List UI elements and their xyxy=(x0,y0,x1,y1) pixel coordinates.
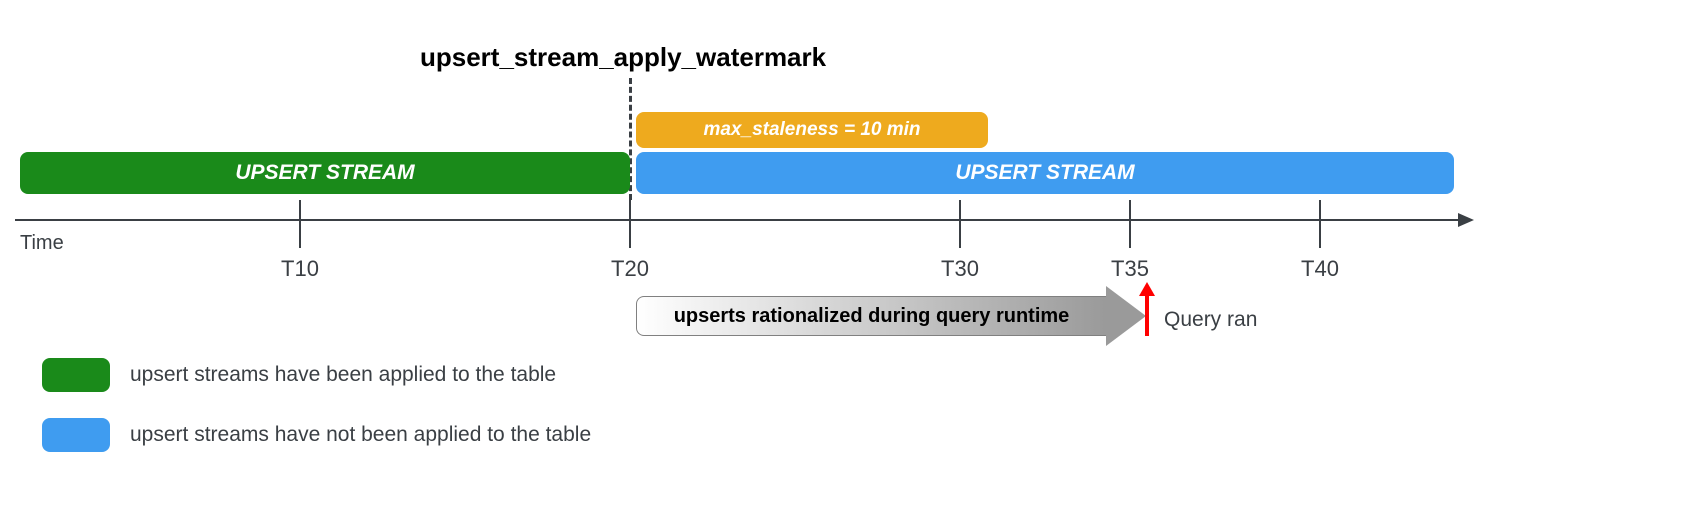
tick-label-T20: T20 xyxy=(611,256,649,282)
staleness-bar: max_staleness = 10 min xyxy=(636,112,988,148)
upsert-stream-blue-bar: UPSERT STREAM xyxy=(636,152,1454,194)
legend-swatch-0 xyxy=(42,358,110,392)
query-ran-label: Query ran xyxy=(1164,308,1257,332)
tick-T20 xyxy=(629,200,631,248)
time-axis-arrowhead xyxy=(1458,213,1474,227)
tick-T35 xyxy=(1129,200,1131,248)
tick-label-T30: T30 xyxy=(941,256,979,282)
query-ran-arrow-shaft xyxy=(1145,294,1149,336)
tick-label-T35: T35 xyxy=(1111,256,1149,282)
tick-T10 xyxy=(299,200,301,248)
legend-text-0: upsert streams have been applied to the … xyxy=(130,363,556,387)
upsert-stream-green-bar: UPSERT STREAM xyxy=(20,152,630,194)
tick-T40 xyxy=(1319,200,1321,248)
diagram-title: upsert_stream_apply_watermark xyxy=(420,42,826,73)
rationalized-arrow-body: upserts rationalized during query runtim… xyxy=(636,296,1106,336)
legend-text-1: upsert streams have not been applied to … xyxy=(130,423,591,447)
tick-T30 xyxy=(959,200,961,248)
time-axis-line xyxy=(15,219,1460,221)
query-ran-arrow-head xyxy=(1139,282,1155,296)
tick-label-T10: T10 xyxy=(281,256,319,282)
legend-swatch-1 xyxy=(42,418,110,452)
time-axis-label: Time xyxy=(20,232,64,255)
tick-label-T40: T40 xyxy=(1301,256,1339,282)
